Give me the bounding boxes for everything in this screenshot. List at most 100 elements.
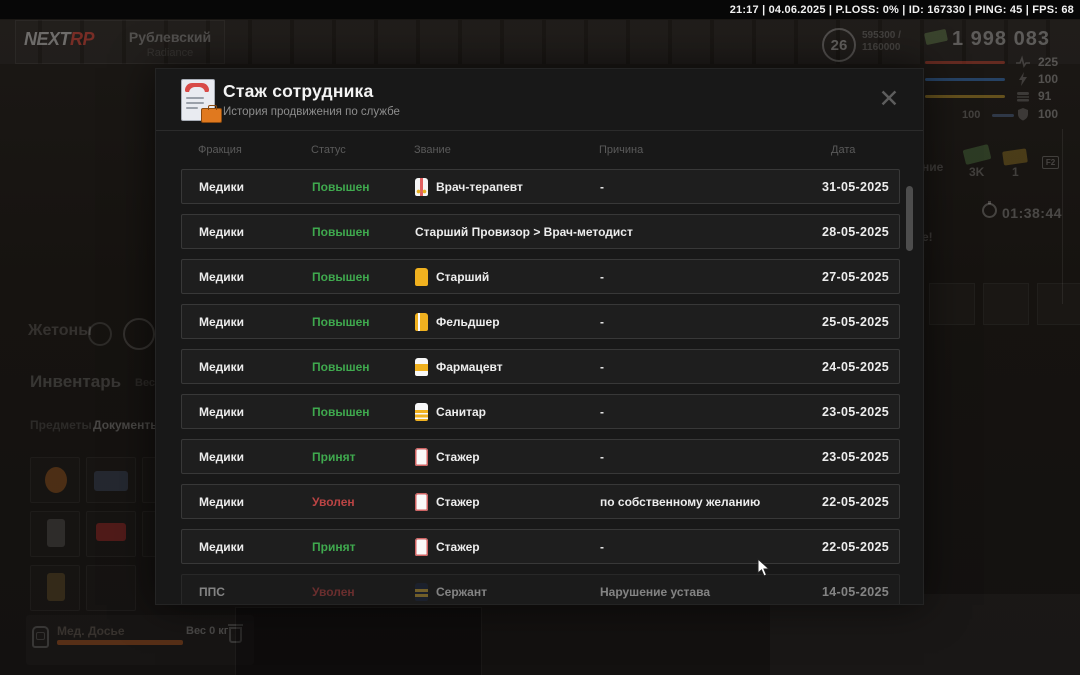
food-value: 91 (1038, 89, 1052, 103)
briefcase-icon (201, 105, 222, 123)
row-status-badge: Повышен (312, 224, 370, 239)
background-block (983, 283, 1029, 325)
background-block (236, 608, 481, 675)
token-icon-1 (88, 322, 112, 346)
row-rank-label: Фельдшер (436, 314, 500, 329)
rank-icon (415, 312, 428, 331)
energy-bolt-icon (1019, 72, 1027, 86)
row-rank-label: Стажер (436, 539, 480, 554)
inventory-title: Инвентарь (30, 372, 122, 391)
bag-weight-label: Вес 0 кг (186, 625, 229, 637)
rank-icon (415, 402, 428, 421)
row-reason: Нарушение устава (600, 584, 710, 599)
row-reason: - (600, 179, 604, 194)
rank-icon (415, 357, 428, 376)
inventory-weight-label: Вес (135, 377, 156, 389)
row-status-badge: Повышен (312, 269, 370, 284)
row-date: 25-05-2025 (822, 314, 889, 329)
inventory-cell (30, 457, 80, 503)
table-row: Медики Принят Стажер - 23-05-2025 (181, 439, 900, 474)
bag-label: Мед. Досье (57, 624, 125, 638)
status-bar: 21:17 | 04.06.2025 | P.LOSS: 0% | ID: 16… (0, 0, 1080, 19)
tab-documents: Документы (93, 418, 161, 432)
background-block (1037, 283, 1080, 325)
level-badge: 26 (822, 28, 856, 62)
row-rank-label: Врач-терапевт (436, 179, 523, 194)
token-icon-2 (123, 318, 155, 350)
rank-icon (415, 537, 428, 556)
row-rank-label: Стажер (436, 494, 480, 509)
modal-subtitle: История продвижения по службе (223, 106, 400, 118)
table-row: Медики Принят Стажер - 22-05-2025 (181, 529, 900, 564)
table-row: Медики Повышен Врач-терапевт - 31-05-202… (181, 169, 900, 204)
health-value: 225 (1038, 55, 1059, 69)
health-bar (925, 61, 1005, 64)
timer-icon (982, 201, 997, 218)
background-block (770, 594, 1080, 675)
row-reason: - (600, 314, 604, 329)
row-rank-label: Старший Провизор > Врач-методист (415, 224, 633, 239)
armor-value: 100 (1038, 107, 1059, 121)
food-icon (1017, 92, 1029, 102)
level-value: 26 (830, 36, 848, 54)
background-block (929, 283, 975, 325)
row-status-badge: Повышен (312, 179, 370, 194)
xp-counter: 595300 / 1160000 (862, 30, 901, 54)
tokens-title: Жетоны (28, 322, 92, 339)
row-rank-label: Стажер (436, 449, 480, 464)
bag-capacity-bar (57, 640, 183, 645)
close-icon: ✕ (878, 85, 900, 113)
row-reason: - (600, 269, 604, 284)
shield-icon (1018, 108, 1028, 121)
row-date: 27-05-2025 (822, 269, 889, 284)
row-faction: Медики (199, 179, 245, 194)
xp-current: 595300 / (862, 30, 901, 41)
row-status-badge: Повышен (312, 359, 370, 374)
row-faction: Медики (199, 539, 245, 554)
table-row: Медики Повышен Фармацевт - 24-05-2025 (181, 349, 900, 384)
row-rank-cell: Старший Провизор > Врач-методист (415, 225, 633, 239)
row-date: 23-05-2025 (822, 449, 889, 464)
row-status-badge: Принят (312, 449, 356, 464)
row-faction: Медики (199, 224, 245, 239)
rank-icon (415, 447, 428, 466)
energy-value: 100 (1038, 72, 1059, 86)
inventory-item-card (94, 471, 128, 491)
inventory-item-amber (47, 573, 65, 601)
doc-line (186, 107, 198, 109)
row-rank-cell: Стажер (415, 492, 480, 511)
inventory-item-red-card (96, 523, 126, 541)
server-subtitle: Radiance (146, 47, 194, 59)
xp-total: 1160000 (862, 42, 901, 53)
row-status-badge: Повышен (312, 314, 370, 329)
tab-items: Предметы (30, 418, 92, 432)
service-history-modal: Стаж сотрудника История продвижения по с… (155, 68, 924, 605)
inventory-footer-panel (26, 615, 254, 665)
row-status-badge: Уволен (312, 494, 355, 509)
modal-header: Стаж сотрудника История продвижения по с… (156, 69, 923, 131)
row-reason: - (600, 359, 604, 374)
inventory-cell (30, 511, 80, 557)
money-counter: 1 998 083 (952, 28, 1050, 50)
scrollbar-thumb[interactable] (906, 186, 913, 251)
service-record-icon (181, 79, 222, 123)
row-rank-cell: Санитар (415, 402, 486, 421)
timer-value: 01:38:44 (1002, 205, 1063, 221)
server-title: Рублевский (128, 29, 212, 45)
hotkey-label: F2 (1045, 158, 1056, 167)
rank-icon (415, 582, 428, 601)
row-date: 14-05-2025 (822, 584, 889, 599)
row-rank-cell: Сержант (415, 582, 487, 601)
bonus-item-icon (1002, 148, 1028, 166)
close-button[interactable]: ✕ (873, 83, 905, 115)
table-row: ППС Уволен Сержант Нарушение устава 14-0… (181, 574, 900, 604)
logo-next: NEXT (24, 29, 71, 49)
bonus-item-label: 1 (1012, 165, 1019, 179)
row-faction: Медики (199, 269, 245, 284)
row-faction: ППС (199, 584, 225, 599)
panel-divider (1062, 129, 1063, 304)
table-row: Медики Повышен Санитар - 23-05-2025 (181, 394, 900, 429)
column-date: Дата (831, 144, 856, 156)
column-reason: Причина (599, 144, 644, 156)
